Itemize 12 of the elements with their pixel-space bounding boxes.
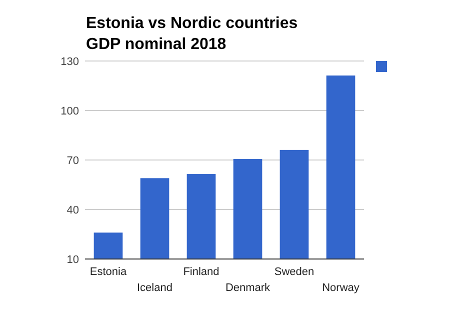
x-tick-label: Norway [322, 282, 360, 294]
y-tick-label: 130 [60, 56, 79, 68]
x-tick-label: Estonia [90, 266, 128, 278]
x-tick-label: Finland [183, 266, 220, 278]
x-tick-label: Iceland [137, 282, 172, 294]
x-tick-label: Denmark [225, 282, 271, 294]
y-tick-label: 100 [60, 106, 79, 118]
y-tick-label: 70 [66, 155, 79, 167]
y-tick-label: 10 [66, 254, 79, 266]
x-tick-label: Sweden [274, 266, 314, 278]
chart-title: Estonia vs Nordic countries GDP nominal 2018 [86, 15, 298, 53]
y-tick-label: 40 [66, 204, 79, 216]
